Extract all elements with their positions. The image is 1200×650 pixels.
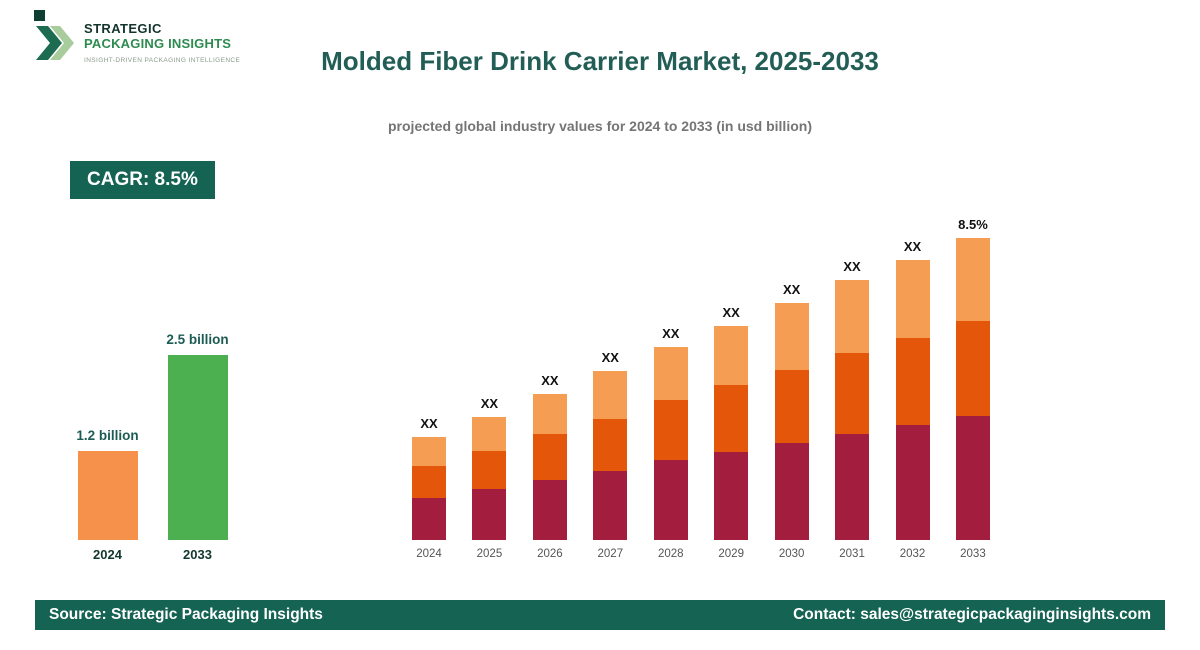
- bar-year-label: 2028: [657, 548, 684, 560]
- bar-segment-middle-segment: [593, 419, 628, 472]
- logo-name-line2: PACKAGING INSIGHTS: [84, 35, 232, 51]
- summary-bar-value-label: 1.2 billion: [76, 428, 139, 443]
- bar-segment-top-segment: [532, 394, 567, 434]
- summary-bar-2024: 1.2 billion: [76, 428, 139, 540]
- stacked-bar-group: XX 2028: [653, 238, 688, 560]
- bar-segment-bottom-segment: [412, 497, 446, 540]
- bar-value-label: 8.5%: [958, 217, 988, 232]
- stacked-bar-group: XX 2032: [895, 238, 930, 560]
- stacked-bar: XX: [714, 305, 749, 540]
- stacked-bar: XX: [835, 259, 870, 540]
- stacked-bar-group: XX 2027: [593, 238, 628, 560]
- bar-segment-top-segment: [895, 260, 930, 339]
- bar-value-label: XX: [782, 282, 801, 297]
- bar-value-label: XX: [662, 326, 680, 341]
- footer-contact: Contact: sales@strategicpackaginginsight…: [793, 606, 1151, 623]
- bar-value-label: XX: [843, 259, 861, 274]
- footer-bar: Source: Strategic Packaging Insights Con…: [35, 600, 1165, 630]
- stacked-bar: XX: [593, 350, 628, 540]
- bar-value-label: XX: [722, 305, 740, 320]
- stacked-bar-group: XX 2024: [412, 238, 446, 560]
- cagr-badge: CAGR: 8.5%: [70, 161, 215, 199]
- stacked-bar: XX: [532, 373, 567, 540]
- bar-segment-bottom-segment: [593, 471, 628, 540]
- summary-chart-plot: 1.2 billion 2024 2.5 billion 2033: [55, 325, 250, 562]
- bar-segment-middle-segment: [532, 433, 567, 480]
- bar-value-label: XX: [541, 373, 559, 388]
- stacked-bar: XX: [774, 282, 809, 540]
- bar-year-label: 2026: [537, 548, 563, 560]
- summary-bar-year-label: 2033: [183, 547, 212, 562]
- stacked-bar-group: XX 2030: [774, 238, 809, 560]
- bar-segment-bottom-segment: [653, 460, 688, 540]
- summary-bar-group: 2.5 billion 2033: [166, 332, 229, 562]
- bar-year-label: 2030: [778, 548, 805, 560]
- bar-value-label: XX: [903, 239, 922, 254]
- summary-bar-2033: 2.5 billion: [166, 332, 229, 540]
- stacked-bar: XX: [472, 396, 507, 540]
- bar-year-label: 2024: [416, 548, 442, 560]
- bar-segment-bottom-segment: [955, 415, 990, 540]
- bar-year-label: 2025: [476, 548, 503, 560]
- stacked-bar-group: XX 2031: [835, 238, 870, 560]
- bar-segment-top-segment: [472, 417, 507, 451]
- bar-year-label: 2033: [960, 548, 986, 560]
- bar-value-label: XX: [480, 396, 499, 411]
- projection-chart-plot: XX 2024 XX 2025 XX 2026 XX 2027 XX 2028 XX 2029 XX 20…: [412, 217, 990, 560]
- stacked-bar: XX: [653, 326, 688, 540]
- bar-value-label: XX: [420, 416, 438, 431]
- stacked-bar-group: XX 2029: [714, 238, 749, 560]
- bar-year-label: 2027: [597, 548, 624, 560]
- bar-segment-top-segment: [593, 371, 628, 420]
- bar-segment-top-segment: [955, 238, 990, 322]
- logo: STRATEGIC PACKAGING INSIGHTS INSIGHT-DRI…: [34, 10, 240, 65]
- bar-year-label: 2032: [899, 548, 926, 560]
- bar-segment-bottom-segment: [835, 433, 870, 540]
- stacked-bar: 8.5%: [955, 217, 990, 540]
- stacked-bar: XX: [412, 416, 446, 540]
- bar-segment-bottom-segment: [532, 479, 567, 540]
- bar-segment-top-segment: [835, 280, 870, 353]
- stacked-bar-group: 8.5% 2033: [955, 217, 990, 560]
- bar-segment-middle-segment: [714, 385, 749, 452]
- bar-segment-middle-segment: [412, 466, 446, 498]
- summary-chart: 1.2 billion 2024 2.5 billion 2033: [55, 325, 250, 570]
- bar-segment-middle-segment: [472, 450, 507, 490]
- projection-chart: XX 2024 XX 2025 XX 2026 XX 2027 XX 2028 XX 2029 XX 20…: [412, 217, 990, 560]
- bar-segment-middle-segment: [835, 352, 870, 434]
- page-subtitle: projected global industry values for 202…: [388, 118, 812, 134]
- bar-segment-middle-segment: [653, 400, 688, 461]
- stacked-bar-group: XX 2025: [472, 238, 507, 560]
- logo-mark-icon: [34, 10, 74, 60]
- logo-name-line1: STRATEGIC: [84, 21, 162, 36]
- summary-bar-value-label: 2.5 billion: [166, 332, 229, 347]
- bar-segment-middle-segment: [774, 369, 809, 444]
- logo-text: STRATEGIC PACKAGING INSIGHTS INSIGHT-DRI…: [84, 10, 240, 64]
- bar-segment-top-segment: [774, 303, 809, 370]
- bar-segment-top-segment: [653, 347, 688, 401]
- logo-tagline: INSIGHT-DRIVEN PACKAGING INTELLIGENCE: [84, 56, 241, 64]
- bar-value-label: XX: [601, 350, 619, 365]
- summary-bar-group: 1.2 billion 2024: [76, 428, 139, 562]
- bar-year-label: 2031: [839, 548, 865, 560]
- bar-segment-top-segment: [412, 437, 446, 467]
- bar-segment-bottom-segment: [714, 451, 749, 540]
- bar-segment-middle-segment: [895, 338, 930, 426]
- bar-segment-bottom-segment: [774, 443, 809, 540]
- summary-bar-year-label: 2024: [93, 547, 122, 562]
- page-title: Molded Fiber Drink Carrier Market, 2025-…: [321, 46, 879, 76]
- bar-year-label: 2029: [718, 548, 744, 560]
- bar-segment-top-segment: [714, 326, 749, 386]
- stacked-bar-group: XX 2026: [532, 238, 567, 560]
- bar-segment-middle-segment: [955, 321, 990, 416]
- bar-segment-bottom-segment: [895, 425, 930, 540]
- footer-source: Source: Strategic Packaging Insights: [49, 606, 323, 623]
- stacked-bar: XX: [895, 239, 930, 540]
- bar-segment-bottom-segment: [472, 489, 507, 540]
